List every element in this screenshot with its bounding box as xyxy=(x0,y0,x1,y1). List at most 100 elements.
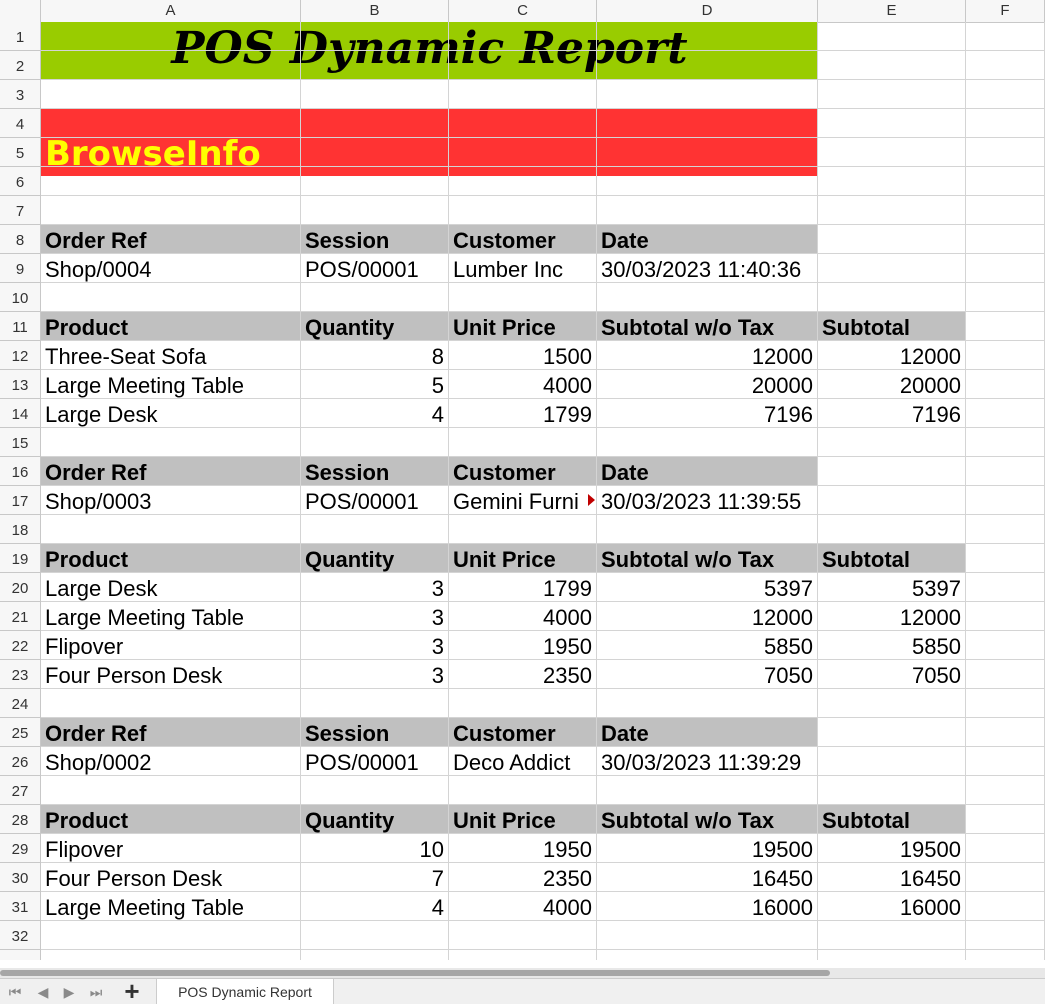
product-cell[interactable]: Large Meeting Table xyxy=(45,895,244,920)
row-header-12[interactable]: 12 xyxy=(0,341,40,370)
row-header-17[interactable]: 17 xyxy=(0,486,40,515)
quantity-cell[interactable]: 4 xyxy=(431,402,444,427)
unit-price-cell[interactable]: 2350 xyxy=(543,663,592,688)
order-ref-cell[interactable]: Shop/0004 xyxy=(45,257,152,282)
row-header-28[interactable]: 28 xyxy=(0,805,40,834)
row-header-26[interactable]: 26 xyxy=(0,747,40,776)
quantity-cell[interactable]: 10 xyxy=(419,837,444,862)
column-header-f[interactable]: F xyxy=(966,0,1045,22)
unit-price-cell[interactable]: 2350 xyxy=(543,866,592,891)
row-header-9[interactable]: 9 xyxy=(0,254,40,283)
subtotal-wo-tax-cell[interactable]: 16000 xyxy=(751,895,813,920)
line-header-cell[interactable]: Unit Price xyxy=(449,805,596,833)
unit-price-cell[interactable]: 1950 xyxy=(543,634,592,659)
order-header-cell[interactable]: Date xyxy=(597,457,817,485)
unit-price-cell[interactable]: 4000 xyxy=(543,895,592,920)
select-all-corner[interactable] xyxy=(0,0,41,22)
order-header-cell[interactable]: Order Ref xyxy=(41,225,300,253)
quantity-cell[interactable]: 3 xyxy=(431,605,444,630)
row-header-15[interactable]: 15 xyxy=(0,428,40,457)
subtotal-cell[interactable]: 5850 xyxy=(912,634,961,659)
product-cell[interactable]: Flipover xyxy=(45,634,124,659)
subtotal-wo-tax-cell[interactable]: 12000 xyxy=(751,605,813,630)
row-header-30[interactable]: 30 xyxy=(0,863,40,892)
unit-price-cell[interactable]: 1799 xyxy=(543,402,592,427)
order-header-cell[interactable]: Customer xyxy=(449,225,596,253)
quantity-cell[interactable]: 5 xyxy=(431,373,444,398)
next-sheet-icon[interactable]: ▶ xyxy=(63,984,75,1000)
sheet-grid[interactable]: POS Dynamic Report BrowseInfo Order Ref S… xyxy=(41,22,1045,960)
subtotal-wo-tax-cell[interactable]: 16450 xyxy=(751,866,813,891)
line-header-cell[interactable]: Subtotal w/o Tax xyxy=(597,312,817,340)
column-header-e[interactable]: E xyxy=(818,0,966,22)
row-header-8[interactable]: 8 xyxy=(0,225,40,254)
sheet-tab[interactable]: POS Dynamic Report xyxy=(156,979,334,1004)
line-header-cell[interactable]: Subtotal xyxy=(818,544,965,572)
row-header-11[interactable]: 11 xyxy=(0,312,40,341)
add-sheet-icon[interactable]: + xyxy=(124,976,140,1006)
unit-price-cell[interactable]: 1950 xyxy=(543,837,592,862)
order-header-cell[interactable]: Session xyxy=(301,457,448,485)
subtotal-wo-tax-cell[interactable]: 7196 xyxy=(764,402,813,427)
subtotal-wo-tax-cell[interactable]: 5850 xyxy=(764,634,813,659)
row-header-3[interactable]: 3 xyxy=(0,80,40,109)
row-header-1[interactable]: 1 xyxy=(0,22,40,51)
order-header-cell[interactable]: Order Ref xyxy=(41,457,300,485)
product-cell[interactable]: Large Meeting Table xyxy=(45,373,244,398)
line-header-cell[interactable]: Product xyxy=(41,544,300,572)
quantity-cell[interactable]: 8 xyxy=(431,344,444,369)
scrollbar-thumb[interactable] xyxy=(0,970,830,976)
product-cell[interactable]: Large Desk xyxy=(45,576,158,601)
row-header-32[interactable]: 32 xyxy=(0,921,40,950)
date-cell[interactable]: 30/03/2023 11:40:36 xyxy=(601,257,802,282)
quantity-cell[interactable]: 3 xyxy=(431,634,444,659)
quantity-cell[interactable]: 7 xyxy=(431,866,444,891)
row-header-19[interactable]: 19 xyxy=(0,544,40,573)
subtotal-cell[interactable]: 16450 xyxy=(899,866,961,891)
column-header-b[interactable]: B xyxy=(301,0,449,22)
row-header-13[interactable]: 13 xyxy=(0,370,40,399)
row-header-18[interactable]: 18 xyxy=(0,515,40,544)
line-header-cell[interactable]: Quantity xyxy=(301,544,448,572)
date-cell[interactable]: 30/03/2023 11:39:55 xyxy=(601,489,802,514)
row-header-22[interactable]: 22 xyxy=(0,631,40,660)
unit-price-cell[interactable]: 4000 xyxy=(543,605,592,630)
row-header-24[interactable]: 24 xyxy=(0,689,40,718)
row-header-23[interactable]: 23 xyxy=(0,660,40,689)
order-header-cell[interactable]: Session xyxy=(301,718,448,746)
subtotal-wo-tax-cell[interactable]: 7050 xyxy=(764,663,813,688)
unit-price-cell[interactable]: 1500 xyxy=(543,344,592,369)
product-cell[interactable]: Large Meeting Table xyxy=(45,605,244,630)
subtotal-wo-tax-cell[interactable]: 20000 xyxy=(751,373,813,398)
session-cell[interactable]: POS/00001 xyxy=(305,750,419,775)
order-header-cell[interactable]: Customer xyxy=(449,718,596,746)
row-header-6[interactable]: 6 xyxy=(0,167,40,196)
subtotal-wo-tax-cell[interactable]: 19500 xyxy=(751,837,813,862)
line-header-cell[interactable]: Product xyxy=(41,312,300,340)
row-header-21[interactable]: 21 xyxy=(0,602,40,631)
line-header-cell[interactable]: Product xyxy=(41,805,300,833)
row-header-27[interactable]: 27 xyxy=(0,776,40,805)
order-ref-cell[interactable]: Shop/0002 xyxy=(45,750,152,775)
row-header-20[interactable]: 20 xyxy=(0,573,40,602)
line-header-cell[interactable]: Quantity xyxy=(301,312,448,340)
subtotal-cell[interactable]: 20000 xyxy=(899,373,961,398)
column-header-c[interactable]: C xyxy=(449,0,597,22)
row-header-7[interactable]: 7 xyxy=(0,196,40,225)
order-header-cell[interactable]: Order Ref xyxy=(41,718,300,746)
line-header-cell[interactable]: Quantity xyxy=(301,805,448,833)
row-header-31[interactable]: 31 xyxy=(0,892,40,921)
column-header-d[interactable]: D xyxy=(597,0,818,22)
quantity-cell[interactable]: 4 xyxy=(431,895,444,920)
unit-price-cell[interactable]: 4000 xyxy=(543,373,592,398)
subtotal-wo-tax-cell[interactable]: 12000 xyxy=(751,344,813,369)
prev-sheet-icon[interactable]: ◀ xyxy=(37,984,49,1000)
row-header-5[interactable]: 5 xyxy=(0,138,40,167)
product-cell[interactable]: Flipover xyxy=(45,837,124,862)
row-header-25[interactable]: 25 xyxy=(0,718,40,747)
brand-banner[interactable] xyxy=(41,108,818,176)
row-header-4[interactable]: 4 xyxy=(0,109,40,138)
row-header-29[interactable]: 29 xyxy=(0,834,40,863)
product-cell[interactable]: Four Person Desk xyxy=(45,866,223,891)
customer-cell[interactable]: Gemini Furni xyxy=(453,489,579,514)
